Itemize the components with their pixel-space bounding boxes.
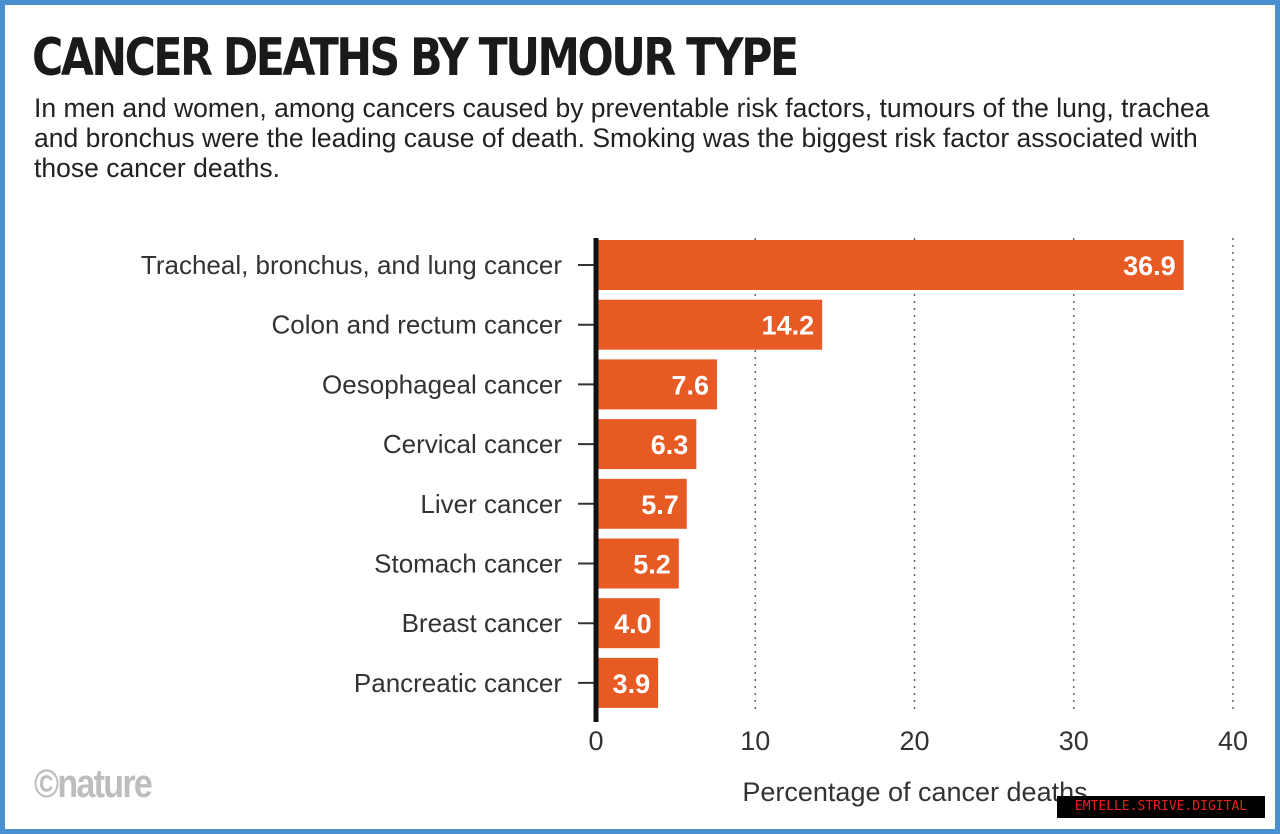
- x-tick-label: 20: [899, 726, 929, 756]
- data-label: 5.2: [633, 550, 671, 580]
- bar: [596, 598, 660, 649]
- category-label: Cervical cancer: [383, 429, 563, 459]
- data-label: 5.7: [641, 490, 679, 520]
- chart-subtitle: In men and women, among cancers caused b…: [34, 93, 1210, 183]
- category-label: Liver cancer: [420, 489, 562, 519]
- bar: [596, 359, 718, 410]
- data-label: 14.2: [762, 311, 815, 341]
- bar: [596, 299, 823, 350]
- data-label: 4.0: [614, 609, 652, 639]
- category-label: Breast cancer: [402, 608, 563, 638]
- watermark: EMTELLE.STRIVE.DIGITAL: [1057, 796, 1265, 818]
- x-tick-label: 0: [588, 726, 603, 756]
- category-label: Oesophageal cancer: [322, 369, 562, 399]
- x-tick-label: 40: [1218, 726, 1248, 756]
- data-label: 6.3: [651, 430, 689, 460]
- bar: [596, 538, 679, 589]
- x-axis-title: Percentage of cancer deaths: [742, 777, 1087, 807]
- data-label: 7.6: [671, 370, 709, 400]
- bar: [596, 419, 697, 470]
- bar: [596, 240, 1184, 290]
- category-label: Tracheal, bronchus, and lung cancer: [141, 250, 562, 280]
- category-label: Colon and rectum cancer: [272, 310, 563, 340]
- chart-title: CANCER DEATHS BY TUMOUR TYPE: [32, 28, 799, 88]
- data-label: 3.9: [613, 669, 651, 699]
- x-tick-label: 30: [1059, 726, 1089, 756]
- nature-logo: ©nature: [34, 762, 153, 806]
- x-tick-label: 10: [740, 726, 770, 756]
- bar: [596, 478, 687, 529]
- category-label: Pancreatic cancer: [354, 668, 562, 698]
- category-label: Stomach cancer: [374, 549, 562, 579]
- data-label: 36.9: [1123, 251, 1176, 281]
- bar: [596, 657, 659, 708]
